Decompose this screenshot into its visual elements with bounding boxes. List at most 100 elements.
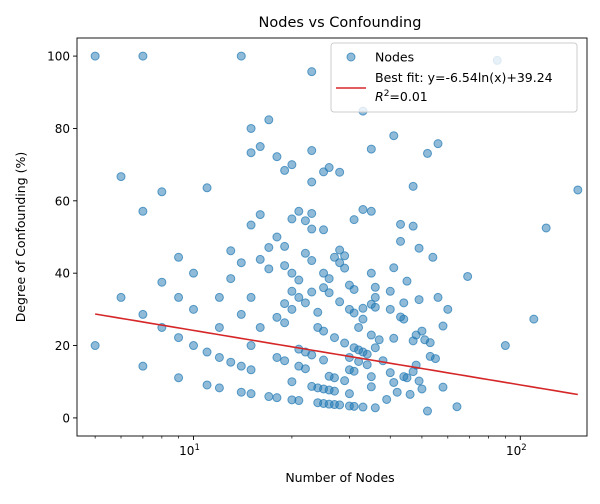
y-tick-label: 20: [55, 339, 70, 353]
data-point: [319, 225, 329, 235]
data-point: [264, 242, 274, 252]
data-point: [246, 220, 256, 230]
legend-frame: [330, 42, 578, 113]
data-point: [272, 393, 282, 403]
data-point: [264, 115, 274, 125]
data-point: [366, 382, 376, 392]
data-point: [414, 243, 424, 253]
data-point: [443, 304, 453, 314]
data-point: [428, 252, 438, 262]
data-point: [374, 335, 384, 345]
data-point: [294, 275, 304, 285]
data-point: [319, 268, 329, 278]
data-point: [174, 252, 184, 262]
data-point: [313, 307, 323, 317]
y-tick-label: 40: [55, 267, 70, 281]
data-point: [174, 333, 184, 343]
data-point: [358, 402, 368, 412]
data-point: [246, 292, 256, 302]
x-tick-label: 101: [179, 443, 200, 458]
data-point: [366, 144, 376, 154]
data-point: [366, 206, 376, 216]
data-point: [287, 286, 297, 296]
x-tick-label: 102: [506, 443, 527, 458]
data-point: [319, 283, 329, 293]
data-point: [329, 373, 339, 383]
data-point: [438, 382, 448, 392]
data-point: [246, 365, 256, 375]
data-point: [246, 341, 256, 351]
data-point: [307, 67, 317, 77]
data-point: [329, 333, 339, 343]
data-point: [138, 309, 148, 319]
data-point: [214, 292, 224, 302]
data-point: [414, 295, 424, 305]
data-point: [417, 326, 427, 336]
data-point: [90, 341, 100, 351]
data-point: [202, 183, 212, 193]
data-point: [174, 292, 184, 302]
data-point: [349, 401, 359, 411]
data-point: [340, 376, 350, 386]
data-point: [189, 304, 199, 314]
data-point: [202, 347, 212, 357]
data-point: [300, 364, 310, 374]
data-point: [340, 338, 350, 348]
data-point: [349, 284, 359, 294]
data-point: [382, 394, 392, 404]
data-point: [340, 251, 350, 261]
data-point: [157, 187, 167, 197]
data-point: [157, 277, 167, 287]
fit-line: [95, 313, 578, 396]
legend-fit-label: Best fit: y=-6.54ln(x)+39.24: [375, 70, 553, 85]
data-point: [280, 299, 290, 309]
data-point: [138, 206, 148, 216]
data-point: [255, 210, 265, 220]
data-point: [354, 322, 364, 332]
data-point: [138, 51, 148, 61]
data-point: [294, 206, 304, 216]
data-point: [255, 142, 265, 152]
legend-r2-label: R2=0.01: [375, 89, 428, 104]
data-point: [529, 314, 539, 324]
data-point: [335, 245, 345, 255]
data-point: [389, 131, 399, 141]
data-point: [307, 350, 317, 360]
data-point: [307, 287, 317, 297]
data-point: [366, 372, 376, 382]
legend-scatter-label: Nodes: [375, 50, 414, 65]
fit-line-layer: [95, 313, 578, 396]
data-point: [335, 400, 345, 410]
data-point: [300, 248, 310, 258]
data-point: [417, 384, 427, 394]
data-point: [307, 177, 317, 187]
data-point: [349, 366, 359, 376]
data-point: [344, 389, 354, 399]
data-point: [370, 343, 380, 353]
data-point: [349, 308, 359, 318]
data-point: [280, 241, 290, 251]
data-point: [287, 304, 297, 314]
data-point: [335, 167, 345, 177]
data-point: [116, 172, 126, 182]
x-axis-label: Number of Nodes: [285, 470, 394, 485]
data-point: [272, 232, 282, 242]
data-point: [425, 338, 435, 348]
data-point: [214, 352, 224, 362]
data-point: [349, 215, 359, 225]
data-point: [324, 274, 334, 284]
data-point: [214, 383, 224, 393]
data-point: [366, 268, 376, 278]
data-point: [408, 221, 418, 231]
data-point: [335, 258, 345, 268]
axes: 0 20 40 60 80 100 101 102: [47, 37, 588, 458]
data-points: [90, 51, 583, 416]
data-point: [226, 246, 236, 256]
data-point: [335, 297, 345, 307]
data-point: [90, 51, 100, 61]
y-tick-label: 60: [55, 194, 70, 208]
data-point: [396, 236, 406, 246]
data-point: [370, 302, 380, 312]
data-point: [287, 377, 297, 387]
